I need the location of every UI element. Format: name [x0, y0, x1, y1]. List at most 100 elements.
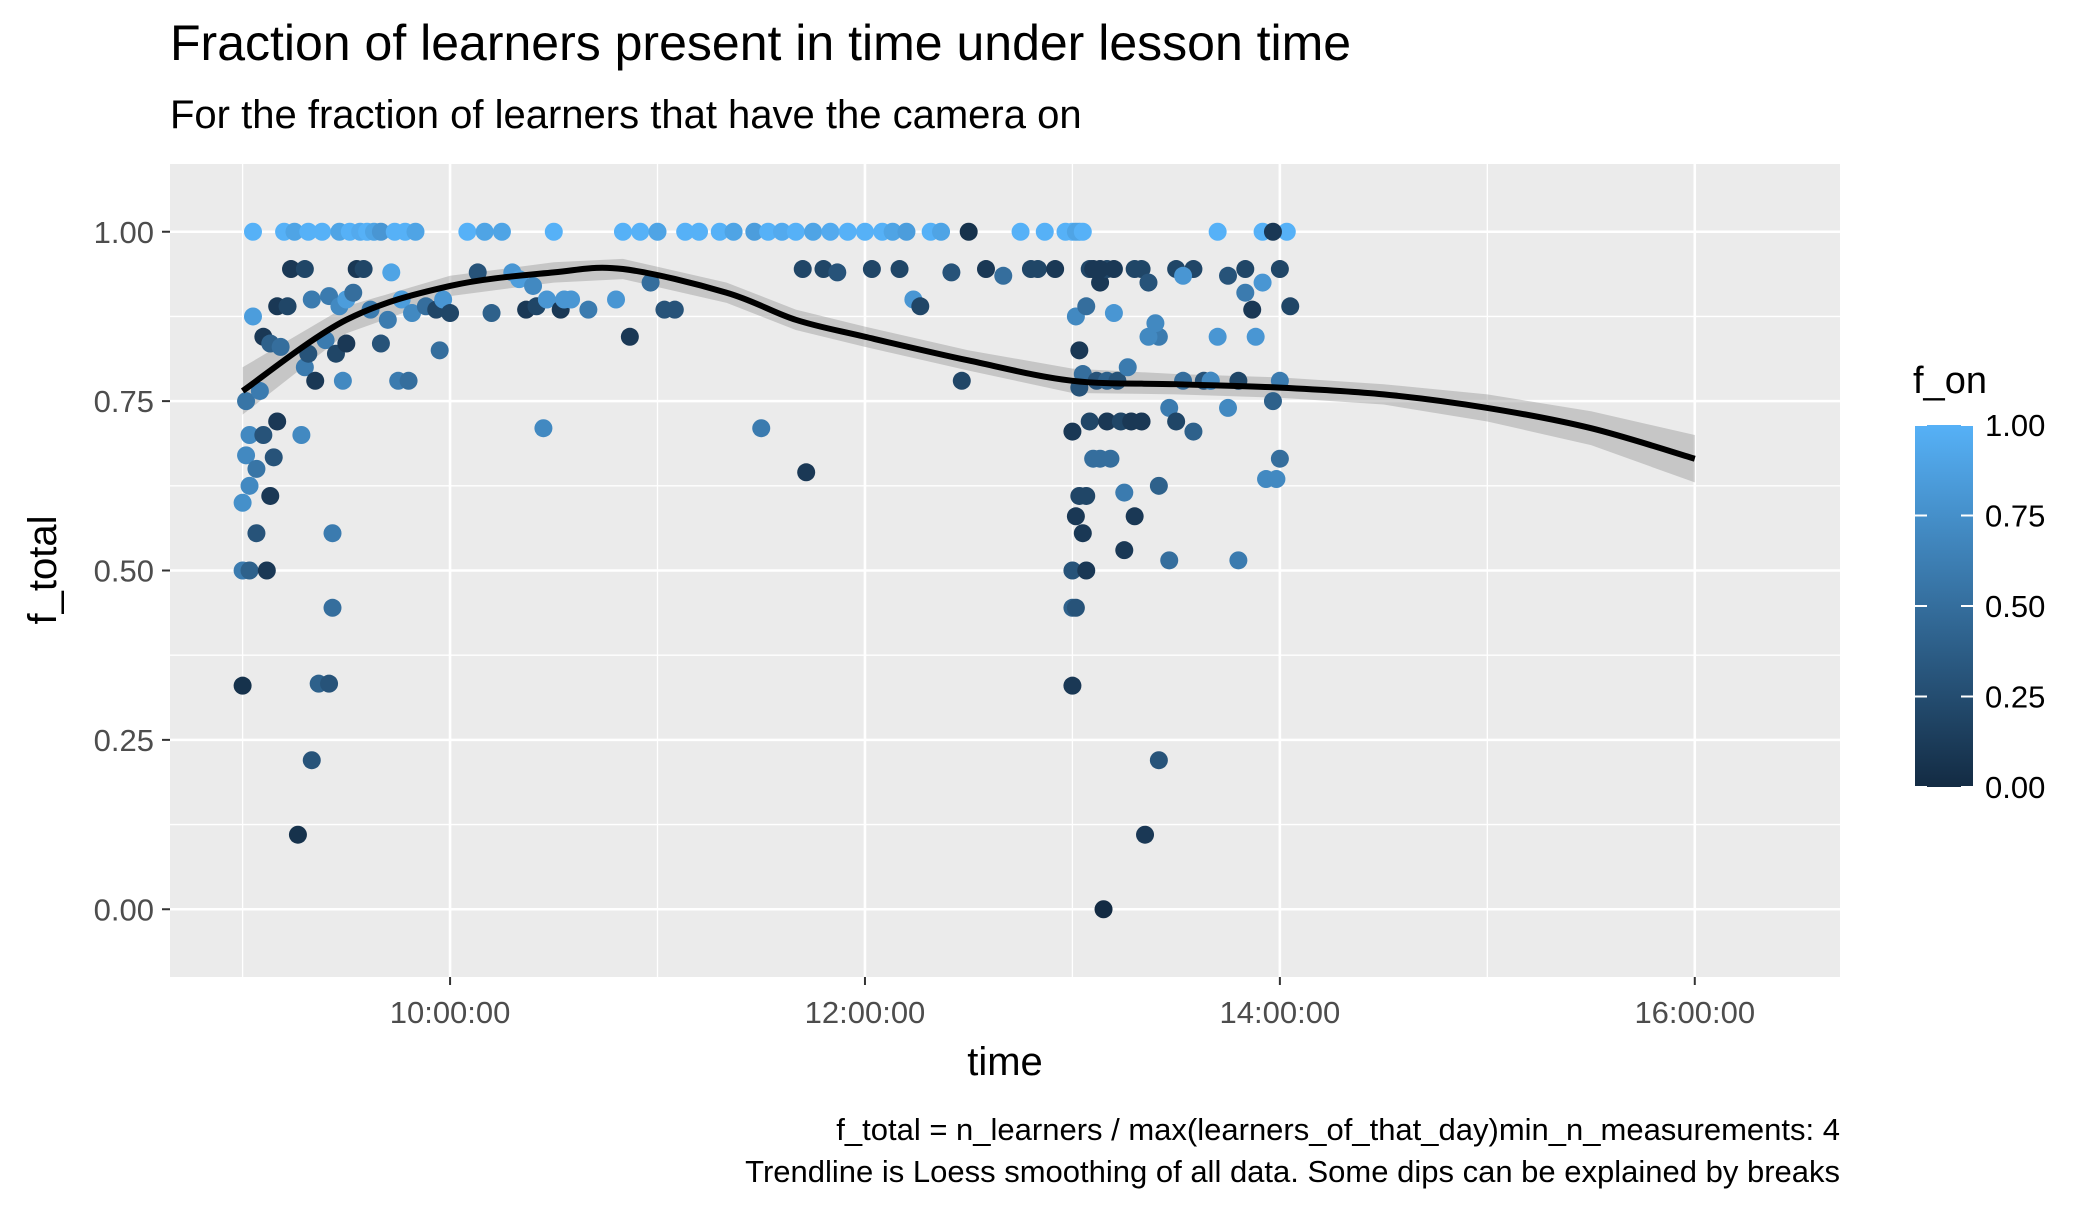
- data-point: [793, 260, 812, 279]
- data-point: [1160, 551, 1179, 570]
- data-point: [1035, 222, 1054, 241]
- data-point: [838, 222, 857, 241]
- data-point: [745, 222, 764, 241]
- data-point: [475, 222, 494, 241]
- y-tick-label: 0.00: [94, 892, 154, 927]
- data-point: [1097, 412, 1116, 431]
- data-point: [804, 222, 823, 241]
- data-point: [1070, 341, 1089, 360]
- data-point: [1219, 398, 1238, 417]
- data-point: [295, 358, 314, 377]
- data-point: [1263, 222, 1282, 241]
- data-point: [524, 276, 543, 295]
- data-point: [371, 222, 390, 241]
- x-tick-label: 10:00:00: [390, 995, 511, 1030]
- data-point: [406, 222, 425, 241]
- data-point: [534, 419, 553, 438]
- data-point: [247, 524, 266, 543]
- data-point: [562, 290, 581, 309]
- data-point: [237, 446, 256, 465]
- data-point: [690, 222, 709, 241]
- y-tick-label: 0.50: [94, 554, 154, 589]
- data-point: [302, 751, 321, 770]
- data-point: [1219, 266, 1238, 285]
- data-point: [430, 341, 449, 360]
- data-point: [240, 476, 259, 495]
- data-point: [399, 371, 418, 390]
- data-point: [665, 300, 684, 319]
- data-point: [641, 273, 660, 292]
- data-point: [883, 222, 902, 241]
- data-point: [959, 222, 978, 241]
- data-point: [250, 381, 269, 400]
- trend-band: [242, 258, 1695, 483]
- data-point: [607, 290, 626, 309]
- data-point: [1080, 412, 1099, 431]
- data-point: [537, 290, 556, 309]
- data-point: [257, 561, 276, 580]
- data-point: [862, 260, 881, 279]
- data-point: [620, 327, 639, 346]
- data-point: [1063, 561, 1082, 580]
- data-point: [1236, 283, 1255, 302]
- data-point: [354, 260, 373, 279]
- data-point: [759, 222, 778, 241]
- legend-title: f_on: [1913, 360, 1987, 402]
- data-point: [932, 222, 951, 241]
- data-point: [344, 283, 363, 302]
- y-tick-label: 0.75: [94, 384, 154, 419]
- data-point: [403, 304, 422, 323]
- data-point: [942, 263, 961, 282]
- y-axis-label: f_total: [21, 516, 65, 625]
- data-point: [1263, 392, 1282, 411]
- data-point: [254, 426, 273, 444]
- data-point: [1277, 222, 1296, 241]
- legend-tick-label: 0.25: [1985, 680, 2045, 715]
- data-point: [337, 334, 356, 353]
- data-point: [240, 561, 259, 580]
- trend-confidence-band: [242, 258, 1695, 483]
- data-point: [323, 598, 342, 617]
- legend-ticks: 0.00 0.25 0.50 0.75 1.00: [1915, 408, 2045, 805]
- data-point: [1136, 825, 1155, 844]
- data-point: [1104, 260, 1123, 279]
- data-point: [1077, 297, 1096, 316]
- data-point: [814, 260, 833, 279]
- data-point: [952, 371, 971, 390]
- data-point: [1115, 541, 1134, 560]
- data-point: [1115, 483, 1134, 502]
- data-point: [247, 459, 266, 478]
- data-point: [821, 222, 840, 241]
- caption-line-2: Trendline is Loess smoothing of all data…: [745, 1154, 1840, 1189]
- data-point: [1073, 524, 1092, 543]
- data-point: [1063, 422, 1082, 441]
- data-point: [797, 463, 816, 482]
- data-point: [1073, 222, 1092, 241]
- data-point: [1167, 412, 1186, 431]
- data-point: [890, 260, 909, 279]
- data-point: [482, 304, 501, 323]
- data-point: [468, 263, 487, 282]
- legend-tick-label: 1.00: [1985, 408, 2045, 443]
- data-point: [1208, 222, 1227, 241]
- data-point: [295, 260, 314, 279]
- data-point: [271, 337, 290, 356]
- data-point: [1184, 422, 1203, 441]
- x-tick-label: 12:00:00: [805, 995, 926, 1030]
- data-point: [237, 392, 256, 411]
- data-point: [828, 263, 847, 282]
- axes: 0.00 0.25 0.50 0.75 1.00 10:00:00 12:00:00 14:0…: [94, 215, 1755, 1030]
- data-point: [1149, 476, 1168, 495]
- data-point: [976, 260, 995, 279]
- data-point: [299, 222, 318, 241]
- data-point: [631, 222, 650, 241]
- data-point: [1066, 507, 1085, 526]
- data-point: [1132, 260, 1151, 279]
- data-point: [772, 222, 791, 241]
- data-point: [1077, 486, 1096, 505]
- trend-line: [240, 264, 1696, 462]
- data-point: [724, 222, 743, 241]
- data-point: [1094, 900, 1113, 919]
- data-point: [1118, 358, 1137, 377]
